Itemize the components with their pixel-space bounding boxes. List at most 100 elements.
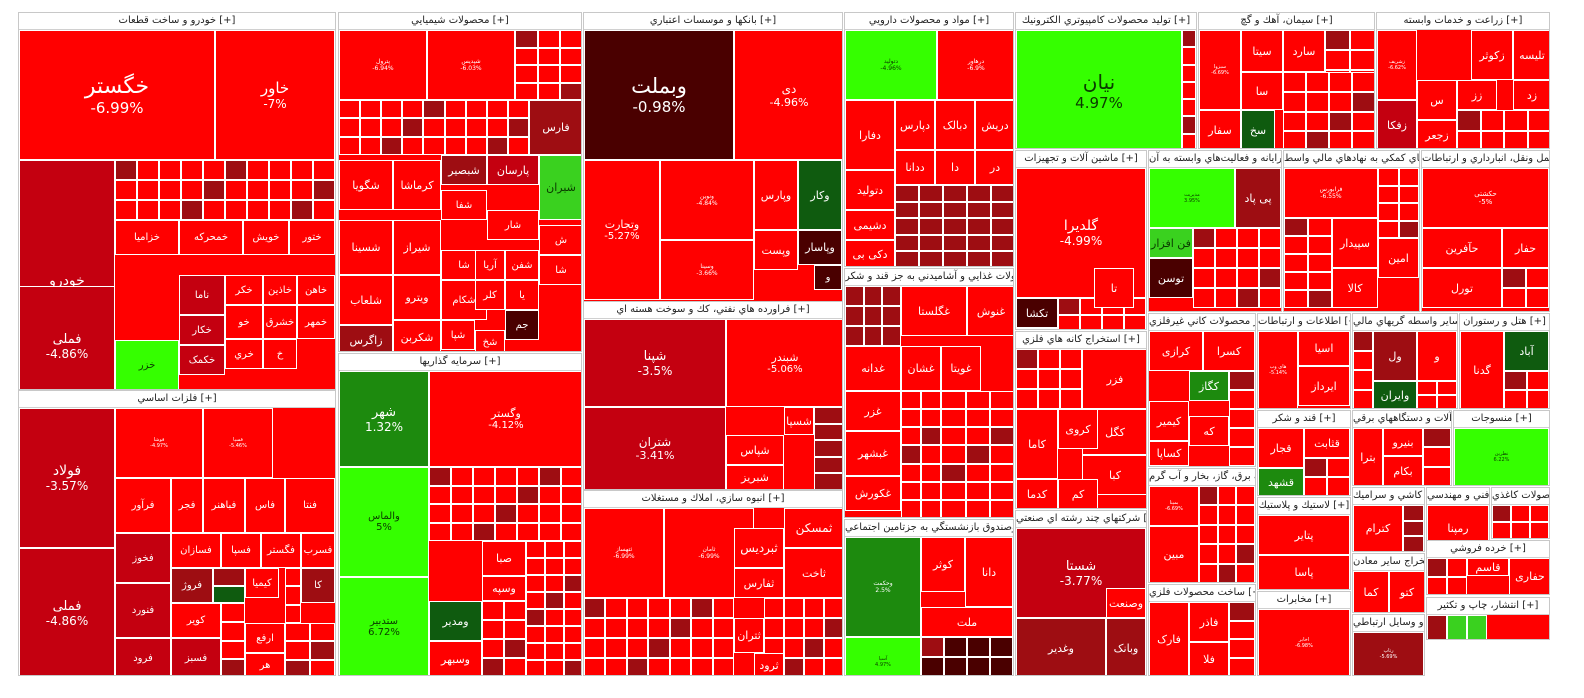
stock-tile[interactable]: بنیرو xyxy=(1383,428,1423,456)
minor-stock-tile[interactable] xyxy=(504,620,526,639)
minor-stock-tile[interactable] xyxy=(1102,314,1124,329)
stock-tile[interactable]: قاسم xyxy=(1467,558,1509,576)
stock-tile[interactable]: خ xyxy=(263,339,297,369)
minor-stock-tile[interactable] xyxy=(564,575,581,592)
stock-tile[interactable]: اخابر -6.98% xyxy=(1258,609,1350,675)
stock-tile[interactable]: ثتران xyxy=(734,618,764,653)
minor-stock-tile[interactable] xyxy=(1217,505,1237,525)
sector-header-service[interactable]: خدمات فني و مهندسي [+] xyxy=(1427,488,1489,505)
stock-tile[interactable]: وبانک xyxy=(1106,618,1146,675)
minor-stock-tile[interactable] xyxy=(691,638,713,658)
minor-stock-tile[interactable] xyxy=(691,658,713,675)
minor-stock-tile[interactable] xyxy=(1182,30,1196,48)
stock-tile[interactable]: زد xyxy=(1513,80,1549,110)
stock-tile[interactable]: حفاری xyxy=(1509,558,1549,594)
minor-stock-tile[interactable] xyxy=(1236,563,1255,582)
minor-stock-tile[interactable] xyxy=(495,485,517,504)
stock-tile[interactable]: و xyxy=(814,265,842,290)
minor-stock-tile[interactable] xyxy=(1199,505,1218,525)
minor-stock-tile[interactable] xyxy=(1527,110,1549,131)
minor-stock-tile[interactable] xyxy=(1352,91,1374,112)
stock-tile[interactable]: فسرب xyxy=(301,533,335,568)
minor-stock-tile[interactable] xyxy=(1193,268,1215,288)
stock-tile[interactable]: خو xyxy=(225,305,263,339)
stock-tile[interactable]: کما xyxy=(1353,571,1389,612)
stock-tile[interactable]: مدیریت 3.95% xyxy=(1149,168,1235,228)
minor-stock-tile[interactable] xyxy=(824,618,842,638)
minor-stock-tile[interactable] xyxy=(285,623,310,642)
minor-stock-tile[interactable] xyxy=(495,467,517,486)
minor-stock-tile[interactable] xyxy=(967,637,990,657)
sector-header-mixed[interactable]: محصولات كاغذي [+] xyxy=(1492,488,1549,505)
stock-tile[interactable]: حفار xyxy=(1502,228,1549,268)
minor-stock-tile[interactable] xyxy=(1467,615,1487,639)
stock-tile[interactable]: شهر 1.32% xyxy=(339,371,429,467)
minor-stock-tile[interactable] xyxy=(159,180,181,200)
stock-tile[interactable]: تا xyxy=(1094,268,1134,308)
minor-stock-tile[interactable] xyxy=(313,160,335,180)
stock-tile[interactable]: پی پاد xyxy=(1235,168,1281,228)
minor-stock-tile[interactable] xyxy=(429,504,451,523)
stock-tile[interactable]: زشریف -6.62% xyxy=(1377,30,1417,100)
minor-stock-tile[interactable] xyxy=(921,391,941,410)
stock-tile[interactable]: ونوین -4.84% xyxy=(660,160,754,240)
minor-stock-tile[interactable] xyxy=(824,658,842,675)
minor-stock-tile[interactable] xyxy=(1504,130,1528,148)
minor-stock-tile[interactable] xyxy=(339,100,361,119)
stock-tile[interactable]: غزر xyxy=(845,391,901,431)
minor-stock-tile[interactable] xyxy=(712,618,734,638)
minor-stock-tile[interactable] xyxy=(584,658,606,675)
minor-stock-tile[interactable] xyxy=(545,643,564,660)
minor-stock-tile[interactable] xyxy=(919,201,943,219)
stock-tile[interactable]: دپارس xyxy=(895,100,935,150)
stock-tile[interactable]: دکی بی xyxy=(845,240,895,266)
stock-tile[interactable]: فنورد xyxy=(115,583,171,638)
minor-stock-tile[interactable] xyxy=(1193,228,1215,248)
minor-stock-tile[interactable] xyxy=(507,100,529,119)
stock-tile[interactable]: زاگرس xyxy=(339,325,393,351)
minor-stock-tile[interactable] xyxy=(1504,390,1527,408)
stock-tile[interactable]: درهاور -6.9% xyxy=(937,30,1013,100)
minor-stock-tile[interactable] xyxy=(517,467,539,486)
minor-stock-tile[interactable] xyxy=(921,499,941,517)
stock-tile[interactable]: دی -4.96% xyxy=(734,30,842,160)
stock-tile[interactable]: فسپا xyxy=(221,533,261,568)
stock-tile[interactable]: وایران xyxy=(1373,381,1417,408)
stock-tile[interactable]: قجار xyxy=(1258,428,1304,468)
minor-stock-tile[interactable] xyxy=(285,568,301,587)
minor-stock-tile[interactable] xyxy=(560,30,581,48)
minor-stock-tile[interactable] xyxy=(423,100,445,119)
minor-stock-tile[interactable] xyxy=(901,481,921,500)
minor-stock-tile[interactable] xyxy=(943,251,967,266)
stock-tile[interactable]: ثرود xyxy=(754,653,784,675)
stock-tile[interactable]: سپیدار xyxy=(1332,218,1378,268)
minor-stock-tile[interactable] xyxy=(285,659,310,675)
minor-stock-tile[interactable] xyxy=(402,118,424,137)
minor-stock-tile[interactable] xyxy=(967,657,990,675)
minor-stock-tile[interactable] xyxy=(517,504,539,523)
stock-tile[interactable]: زجعر xyxy=(1417,120,1457,148)
minor-stock-tile[interactable] xyxy=(310,659,335,675)
minor-stock-tile[interactable] xyxy=(1259,268,1281,288)
stock-tile[interactable]: پاسا xyxy=(1258,555,1350,589)
stock-tile[interactable]: دا xyxy=(935,150,975,185)
minor-stock-tile[interactable] xyxy=(863,286,883,306)
minor-stock-tile[interactable] xyxy=(919,185,943,202)
stock-tile[interactable]: خکر xyxy=(225,275,263,305)
minor-stock-tile[interactable] xyxy=(863,306,883,326)
minor-stock-tile[interactable] xyxy=(965,499,991,517)
minor-stock-tile[interactable] xyxy=(1199,563,1218,582)
stock-tile[interactable]: ستدبیر 6.72% xyxy=(339,577,429,675)
sector-header-build2[interactable]: ساخت دستگاه‌ها و وسايل ارتباطي [+] xyxy=(1353,615,1424,632)
stock-tile[interactable]: فزر xyxy=(1082,349,1146,409)
minor-stock-tile[interactable] xyxy=(564,626,581,643)
minor-stock-tile[interactable] xyxy=(1058,314,1080,329)
minor-stock-tile[interactable] xyxy=(1283,91,1306,112)
stock-tile[interactable]: سارد xyxy=(1283,30,1325,72)
stock-tile[interactable]: وپست xyxy=(754,230,798,270)
minor-stock-tile[interactable] xyxy=(507,118,529,137)
minor-stock-tile[interactable] xyxy=(1215,228,1237,248)
minor-stock-tile[interactable] xyxy=(429,485,451,504)
stock-tile[interactable]: غکورش xyxy=(845,476,901,511)
stock-tile[interactable]: فگستر xyxy=(261,533,301,568)
